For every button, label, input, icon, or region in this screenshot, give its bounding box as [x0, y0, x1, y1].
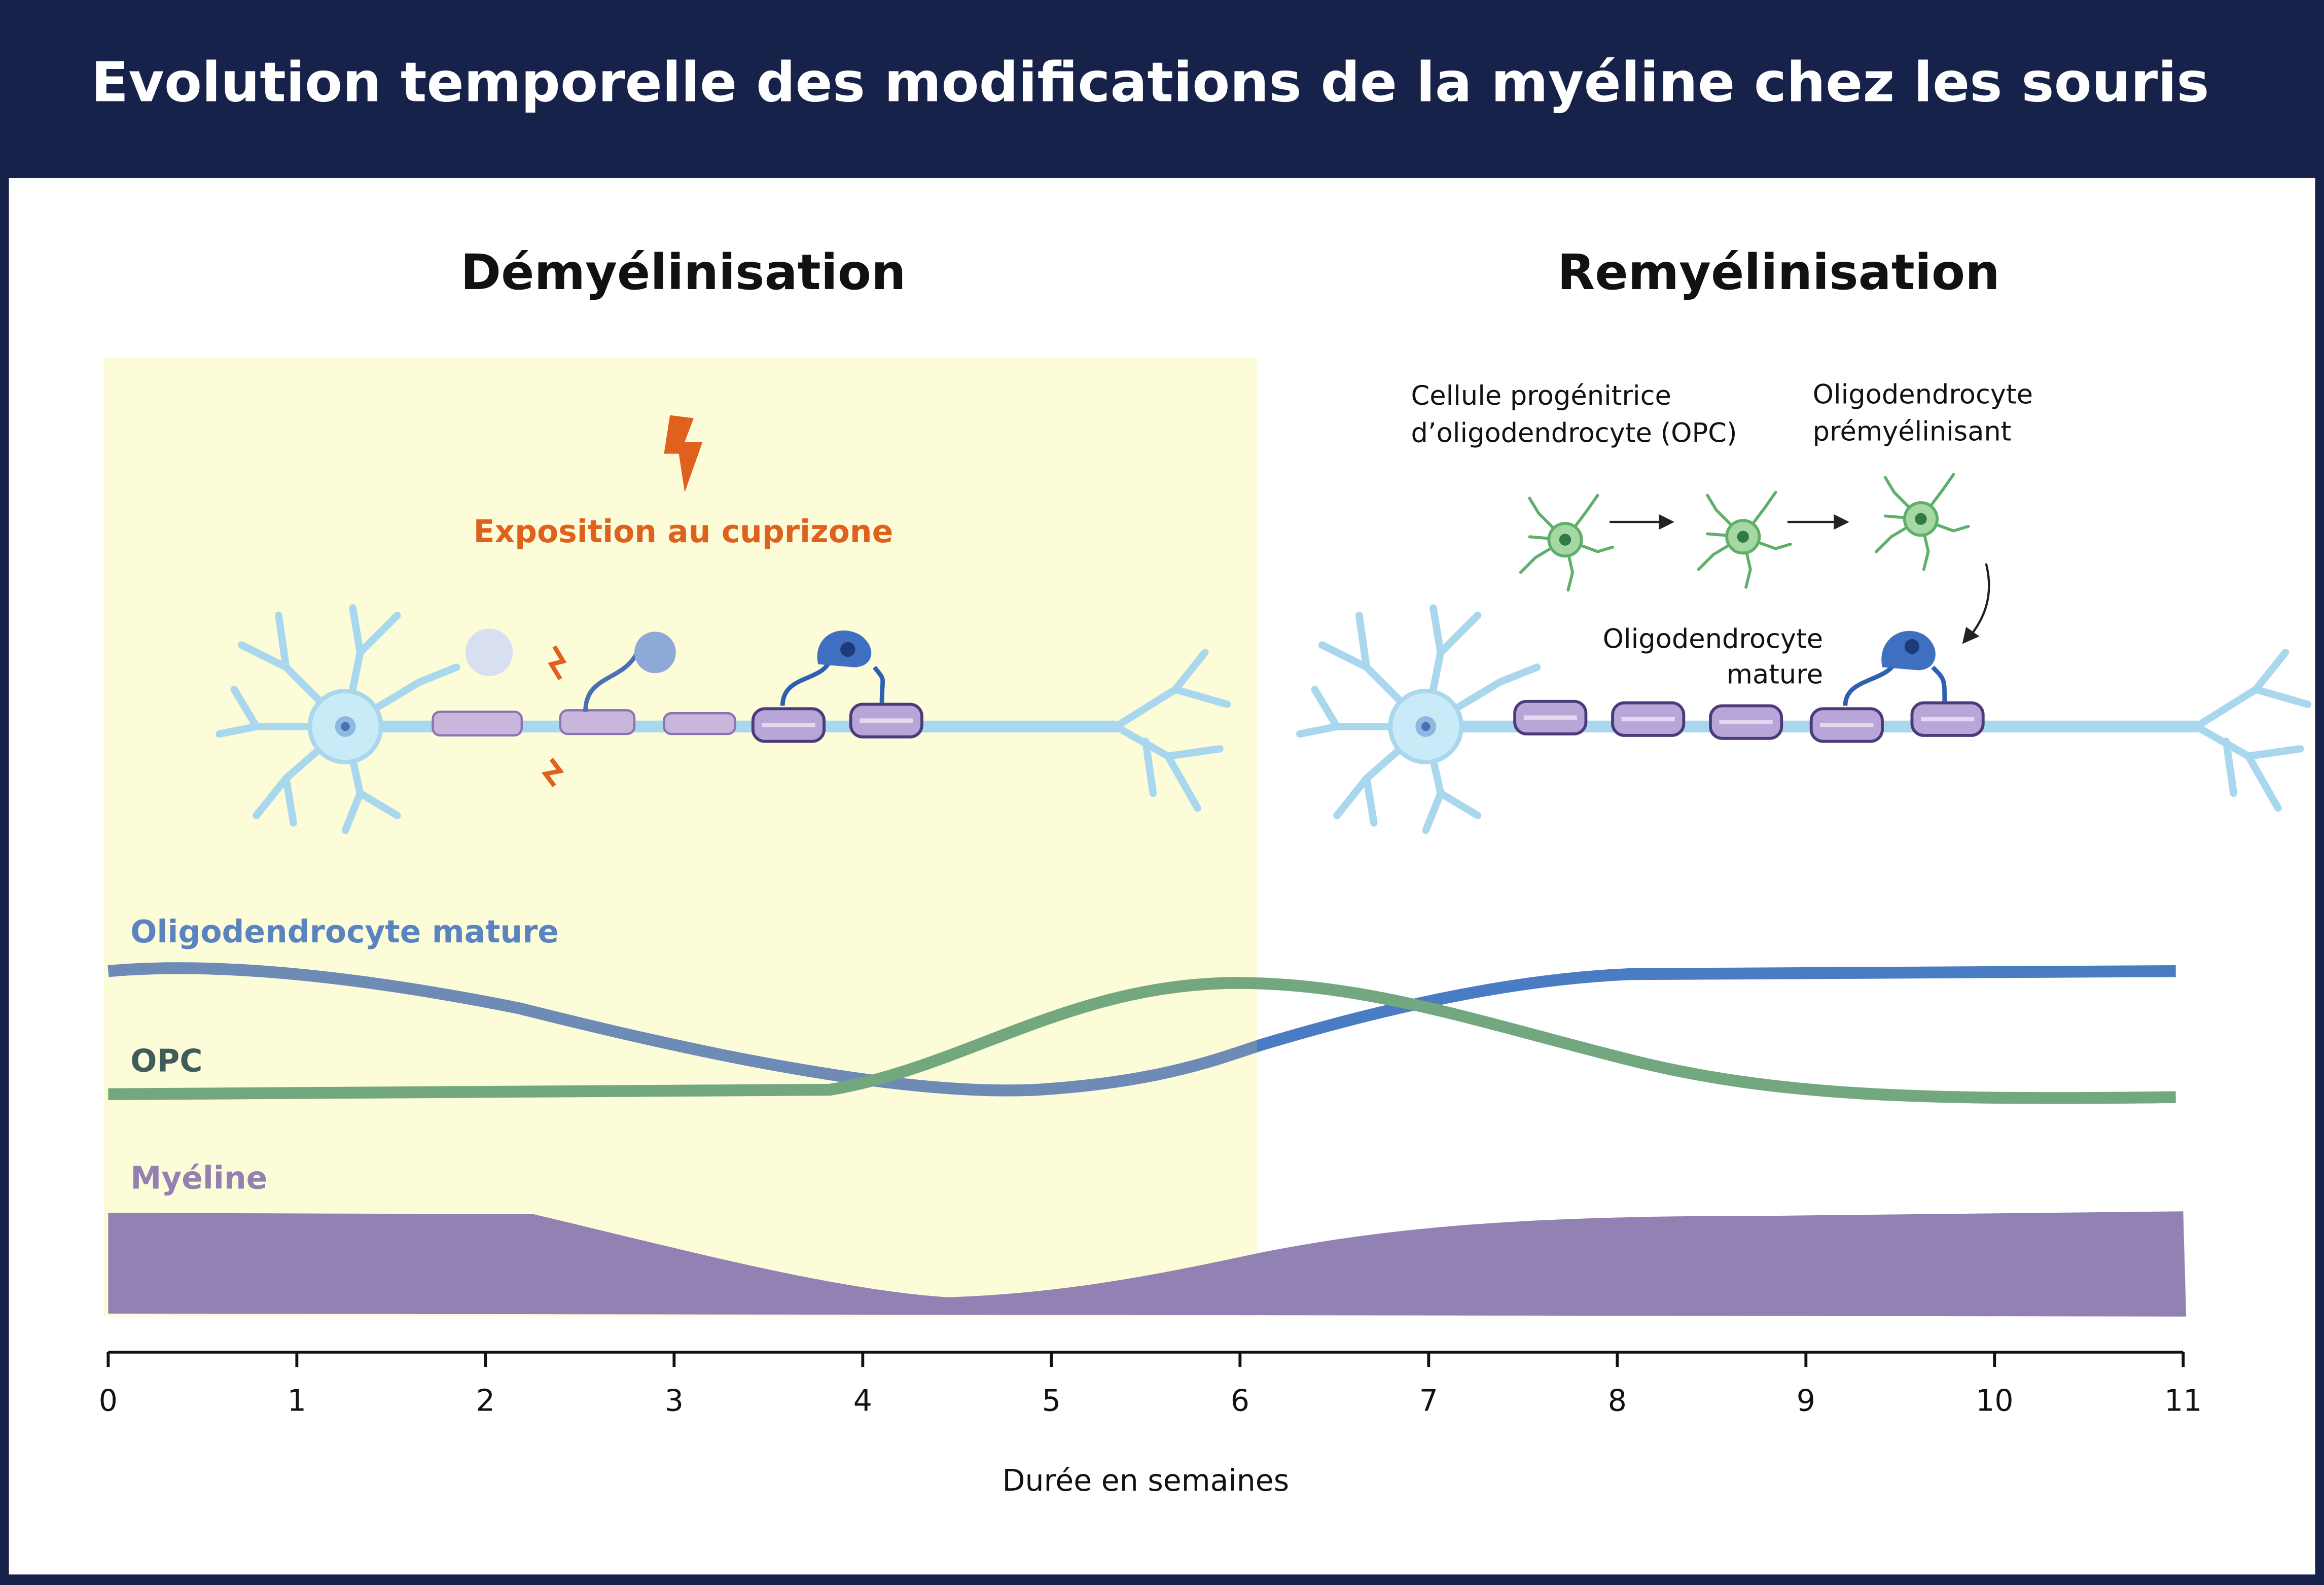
tick-label: 10: [1976, 1383, 2013, 1418]
lightning-icon: [664, 415, 703, 492]
tick-label: 3: [665, 1383, 684, 1418]
cell-label: prémyélinisant: [1813, 416, 2012, 447]
curve-label: Myéline: [130, 1160, 267, 1196]
tick-label: 4: [853, 1383, 872, 1418]
tick-label: 11: [2164, 1383, 2202, 1418]
myelin-area: [108, 1211, 2187, 1317]
tick-label: 1: [288, 1383, 306, 1418]
cell-sequence: [1521, 475, 1990, 644]
opc-curve: [108, 977, 2176, 1104]
exposure-label: Exposition au cuprizone: [474, 514, 893, 550]
curves: [108, 962, 2176, 1104]
tick-label: 2: [476, 1383, 495, 1418]
demyelination-zone: [103, 357, 1257, 1317]
tick-label: 7: [1419, 1383, 1438, 1418]
curve-label: OPC: [130, 1043, 202, 1079]
tick-label: 9: [1797, 1383, 1815, 1418]
tick-label: 5: [1042, 1383, 1061, 1418]
title: Evolution temporelle des modifications d…: [91, 51, 2209, 115]
tick-label: 0: [99, 1383, 118, 1418]
mature-curve: [108, 962, 1257, 1097]
section-title: Démyélinisation: [460, 243, 906, 301]
neuron-remyelinated: [1300, 608, 2308, 830]
cell-label: Oligodendrocyte: [1813, 379, 2033, 410]
cell-label: Cellule progénitrice: [1411, 380, 1671, 411]
cell-label: d’oligodendrocyte (OPC): [1411, 417, 1737, 448]
section-title: Remyélinisation: [1557, 243, 2000, 301]
cell-label: mature: [1727, 659, 1823, 690]
neuron-demyelinating: [220, 608, 1228, 830]
tick-label: 8: [1608, 1383, 1627, 1418]
curve-label: Oligodendrocyte mature: [130, 914, 559, 950]
cell-label: Oligodendrocyte: [1603, 624, 1823, 655]
tick-label: 6: [1231, 1383, 1249, 1418]
axis-label: Durée en semaines: [1003, 1463, 1290, 1498]
ticks: 0 1 2 3 4 5 6 7 8 9 10 11: [99, 1352, 2202, 1418]
